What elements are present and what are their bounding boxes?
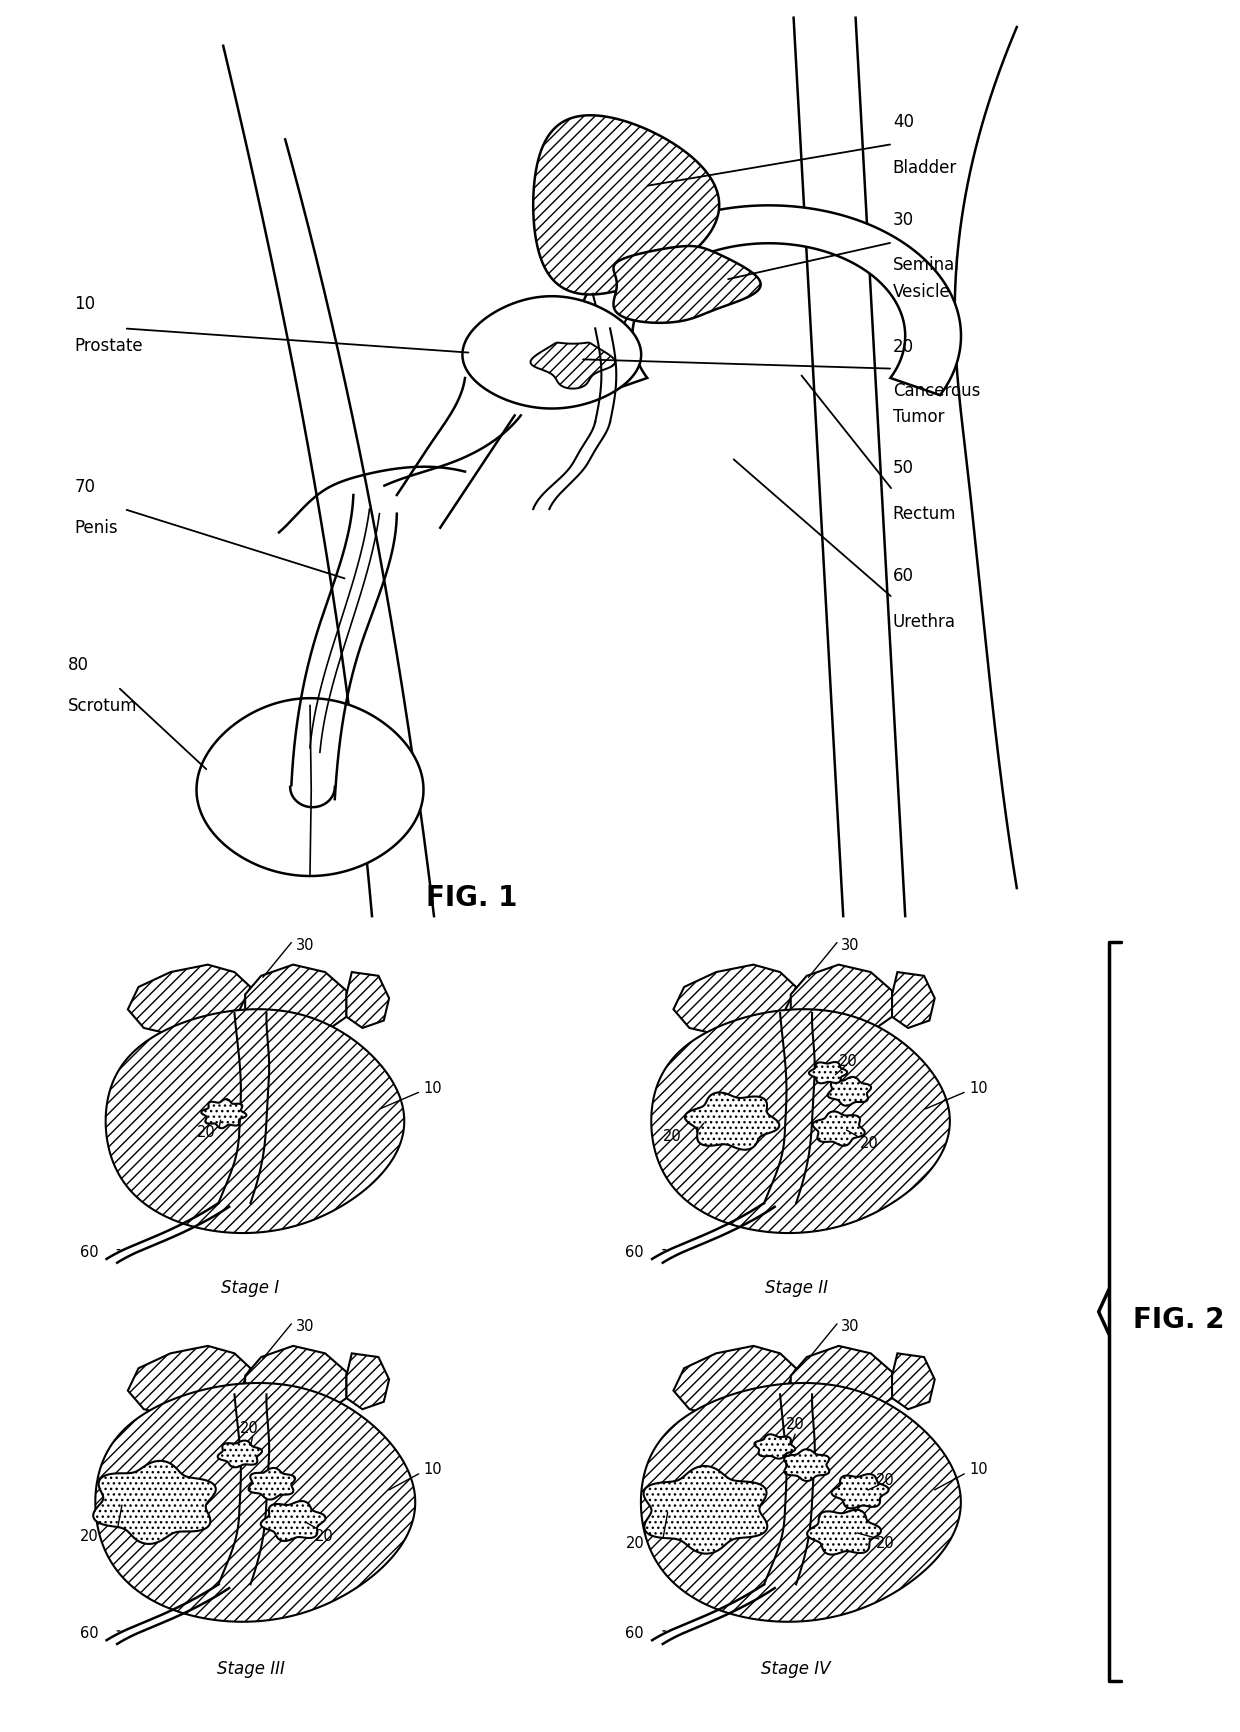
Polygon shape (248, 1469, 295, 1500)
Polygon shape (128, 1346, 250, 1417)
Text: Vesicle: Vesicle (893, 282, 951, 300)
Text: Stage II: Stage II (765, 1278, 827, 1297)
Polygon shape (246, 965, 346, 1039)
Polygon shape (791, 1346, 892, 1420)
Text: 60: 60 (625, 1625, 644, 1640)
Polygon shape (651, 1010, 950, 1233)
Text: 40: 40 (893, 113, 914, 132)
Text: 20: 20 (875, 1535, 895, 1550)
Text: 20: 20 (625, 1535, 645, 1550)
Text: 30: 30 (842, 1318, 859, 1334)
Polygon shape (128, 965, 250, 1036)
Text: 10: 10 (970, 1462, 988, 1476)
Polygon shape (533, 116, 719, 294)
Text: 60: 60 (79, 1244, 98, 1259)
Polygon shape (641, 1384, 961, 1621)
Text: Scrotum: Scrotum (68, 696, 138, 715)
Text: 20: 20 (315, 1528, 334, 1543)
Polygon shape (832, 1474, 889, 1509)
Polygon shape (684, 1093, 779, 1150)
Polygon shape (246, 1346, 346, 1420)
Polygon shape (463, 298, 641, 409)
Text: FIG. 1: FIG. 1 (425, 883, 517, 911)
Polygon shape (577, 206, 961, 397)
Text: 30: 30 (842, 937, 859, 953)
Polygon shape (93, 1462, 216, 1543)
Polygon shape (791, 965, 892, 1039)
Text: 10: 10 (74, 296, 95, 313)
Polygon shape (196, 698, 424, 876)
Polygon shape (201, 1100, 247, 1129)
Text: 70: 70 (74, 478, 95, 495)
Text: 20: 20 (79, 1528, 99, 1543)
Text: 60: 60 (625, 1244, 644, 1259)
Text: 50: 50 (893, 459, 914, 476)
Text: Seminal: Seminal (893, 256, 960, 274)
Text: 20: 20 (875, 1472, 895, 1486)
Text: Penis: Penis (74, 520, 118, 537)
Polygon shape (828, 1077, 870, 1107)
Polygon shape (531, 343, 615, 390)
Text: 20: 20 (662, 1128, 682, 1143)
Text: 30: 30 (893, 211, 914, 229)
Text: 20: 20 (893, 338, 914, 355)
Polygon shape (812, 1112, 864, 1147)
Polygon shape (346, 973, 389, 1029)
Polygon shape (95, 1384, 415, 1621)
Text: Bladder: Bladder (893, 159, 957, 177)
Polygon shape (644, 1467, 768, 1554)
Text: Stage I: Stage I (222, 1278, 279, 1297)
Text: Urethra: Urethra (893, 613, 956, 630)
Polygon shape (784, 1450, 830, 1481)
Text: Stage III: Stage III (217, 1659, 284, 1678)
Text: Tumor: Tumor (893, 407, 945, 426)
Polygon shape (892, 973, 935, 1029)
Text: Prostate: Prostate (74, 336, 143, 355)
Text: 20: 20 (785, 1417, 805, 1431)
Polygon shape (807, 1510, 880, 1555)
Text: 20: 20 (197, 1124, 216, 1140)
Text: FIG. 2: FIG. 2 (1133, 1306, 1224, 1334)
Text: Cancerous: Cancerous (893, 381, 980, 400)
Polygon shape (673, 965, 796, 1036)
Polygon shape (614, 248, 760, 324)
Text: 20: 20 (239, 1420, 259, 1434)
Text: 80: 80 (68, 655, 89, 674)
Text: 60: 60 (79, 1625, 98, 1640)
Polygon shape (892, 1354, 935, 1410)
Text: 30: 30 (296, 1318, 314, 1334)
Text: 20: 20 (838, 1053, 858, 1069)
Polygon shape (218, 1441, 262, 1467)
Text: 10: 10 (970, 1081, 988, 1095)
Text: 10: 10 (424, 1462, 443, 1476)
Text: 60: 60 (893, 566, 914, 584)
Text: Stage IV: Stage IV (761, 1659, 831, 1678)
Polygon shape (260, 1502, 326, 1541)
Polygon shape (808, 1062, 847, 1084)
Text: 10: 10 (424, 1081, 443, 1095)
Text: Rectum: Rectum (893, 506, 956, 523)
Text: 20: 20 (861, 1136, 879, 1150)
Polygon shape (105, 1010, 404, 1233)
Polygon shape (754, 1434, 795, 1458)
Polygon shape (673, 1346, 796, 1417)
Text: 30: 30 (296, 937, 314, 953)
Polygon shape (346, 1354, 389, 1410)
